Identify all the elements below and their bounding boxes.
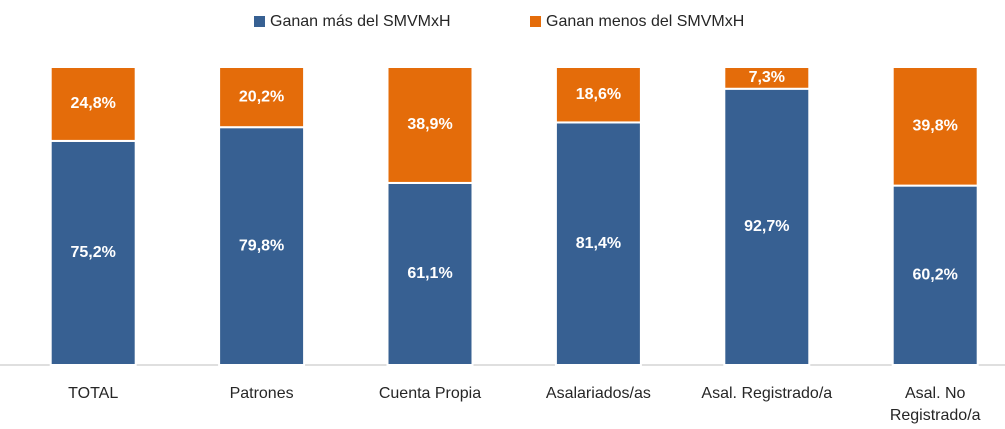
bar-segment <box>49 66 137 142</box>
data-label: 7,3% <box>749 69 785 86</box>
x-tick-label: TOTAL <box>68 385 119 402</box>
bar-segment <box>218 66 306 129</box>
data-label: 61,1% <box>407 265 452 282</box>
bar-segment <box>554 121 642 367</box>
bar-segment <box>554 66 642 124</box>
data-label: 38,9% <box>407 116 452 133</box>
data-label: 24,8% <box>71 95 116 112</box>
legend-swatch <box>530 16 541 27</box>
data-label: 20,2% <box>239 88 284 105</box>
data-label: 79,8% <box>239 237 284 254</box>
data-label: 92,7% <box>744 218 789 235</box>
bar-segment <box>49 139 137 366</box>
data-label: 18,6% <box>576 86 621 103</box>
bar-segment <box>386 66 474 184</box>
data-label: 60,2% <box>913 267 958 284</box>
bar-segment <box>386 181 474 366</box>
bar-segment <box>891 66 979 187</box>
bar-segment <box>723 87 811 366</box>
x-tick-label: Patrones <box>229 385 294 402</box>
x-tick-label: Asalariados/as <box>545 385 651 402</box>
x-tick-label: Cuenta Propia <box>378 385 482 402</box>
bar-segment <box>723 66 811 90</box>
legend-swatch <box>254 16 265 27</box>
legend-label: Ganan menos del SMVMxH <box>546 13 744 30</box>
legend-label: Ganan más del SMVMxH <box>270 13 451 30</box>
x-tick-label: Asal. Registrado/a <box>701 385 833 402</box>
data-label: 81,4% <box>576 235 621 252</box>
data-label: 75,2% <box>71 244 116 261</box>
x-tick-label: Asal. No Registrado/a <box>889 385 981 424</box>
data-label: 39,8% <box>913 118 958 135</box>
